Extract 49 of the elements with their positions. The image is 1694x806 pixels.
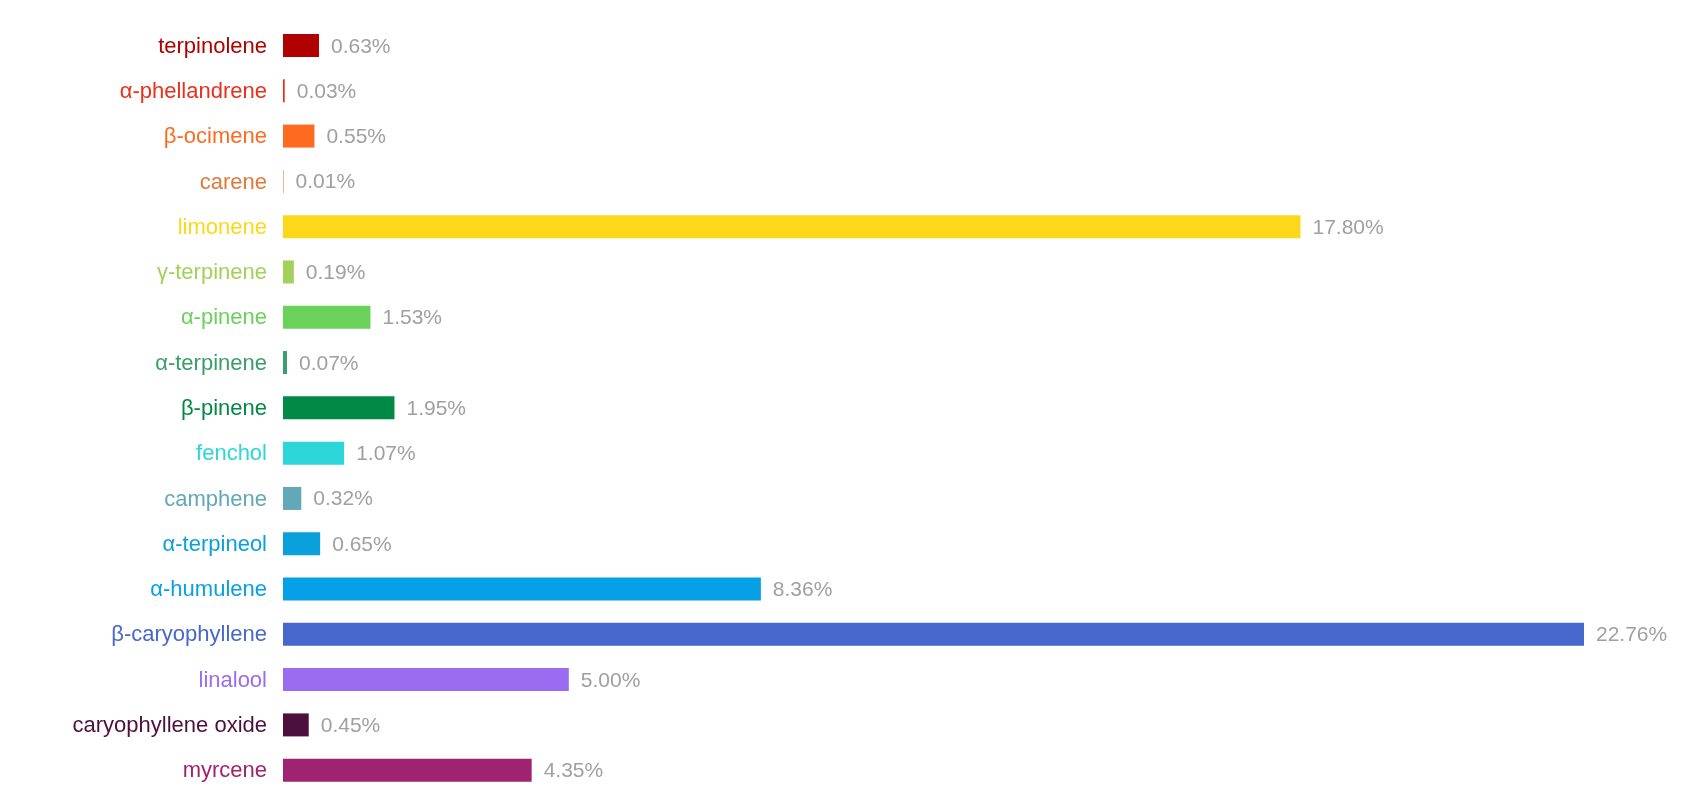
y-tick-label: α-pinene: [180, 304, 267, 330]
data-label: 0.19%: [305, 259, 366, 283]
data-label: 17.80%: [1312, 214, 1384, 238]
data-label: 0.32%: [313, 486, 373, 510]
bar: [283, 622, 1584, 646]
bar: [283, 441, 345, 465]
data-label: 1.07%: [356, 441, 416, 465]
bar: [283, 124, 315, 148]
y-tick-label: linalool: [198, 666, 267, 692]
y-tick-label: limonene: [177, 213, 267, 239]
y-tick-label: α-phellandrene: [119, 77, 267, 103]
y-tick-label: camphene: [164, 485, 267, 511]
data-label: 0.07%: [299, 350, 359, 374]
bar: [283, 260, 294, 284]
bar: [283, 532, 321, 556]
y-tick-label: terpinolene: [158, 32, 267, 58]
y-tick-label: α-terpineol: [162, 530, 267, 556]
y-tick-label: caryophyllene oxide: [72, 712, 267, 738]
y-tick-label: β-caryophyllene: [111, 621, 267, 647]
bar: [283, 758, 532, 782]
y-tick-label: carene: [199, 168, 267, 194]
y-tick-label: β-ocimene: [163, 123, 267, 149]
data-label: 4.35%: [543, 758, 604, 782]
data-label: 0.03%: [296, 78, 357, 102]
y-tick-label: myrcene: [182, 757, 267, 783]
y-tick-label: γ-terpinene: [156, 259, 267, 285]
data-label: 1.95%: [406, 395, 467, 419]
data-label: 22.76%: [1596, 622, 1668, 646]
y-tick-label: α-humulene: [150, 576, 267, 602]
data-label: 0.55%: [326, 124, 386, 148]
data-label: 0.45%: [320, 712, 381, 736]
bar: [283, 486, 302, 510]
data-label: 0.65%: [332, 531, 392, 555]
y-tick-label: β-pinene: [180, 395, 267, 420]
data-label: 0.01%: [295, 169, 356, 193]
bar: [283, 396, 395, 420]
bar: [283, 34, 320, 57]
data-label: 5.00%: [580, 667, 641, 691]
bar: [283, 215, 1301, 239]
y-tick-label: fenchol: [196, 440, 267, 466]
bar: [283, 577, 761, 601]
bar: [283, 305, 371, 329]
data-label: 8.36%: [772, 577, 833, 601]
bar: [283, 668, 569, 692]
data-label: 0.63%: [331, 33, 391, 57]
bar: [283, 713, 309, 737]
y-tick-label: α-terpinene: [155, 349, 267, 375]
data-label: 1.53%: [382, 305, 442, 329]
bar: [283, 351, 287, 375]
